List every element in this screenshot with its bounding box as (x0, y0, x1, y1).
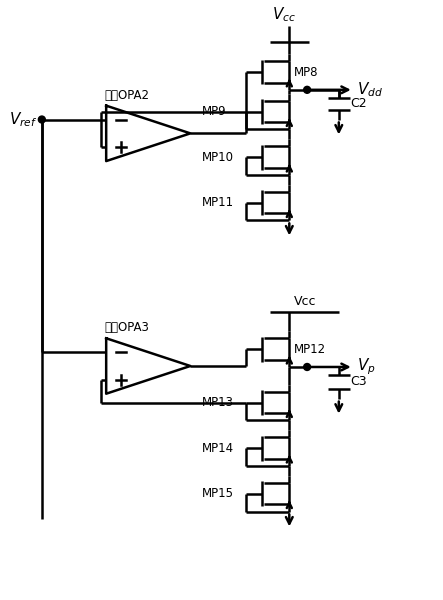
Text: MP14: MP14 (202, 442, 234, 455)
Text: 运放OPA2: 运放OPA2 (105, 89, 150, 101)
Text: C2: C2 (351, 97, 367, 110)
Text: 运放OPA3: 运放OPA3 (105, 322, 150, 334)
Text: $V_{cc}$: $V_{cc}$ (272, 6, 296, 25)
Text: MP11: MP11 (202, 196, 234, 209)
Text: MP12: MP12 (294, 343, 326, 356)
Text: Vcc: Vcc (294, 295, 317, 308)
Circle shape (303, 364, 311, 370)
Text: MP10: MP10 (202, 151, 234, 164)
Text: $V_{ref}$: $V_{ref}$ (9, 110, 38, 129)
Text: MP13: MP13 (202, 396, 234, 409)
Text: MP8: MP8 (294, 65, 319, 79)
Text: $V_{dd}$: $V_{dd}$ (357, 80, 383, 99)
Circle shape (303, 86, 311, 93)
Text: C3: C3 (351, 376, 367, 388)
Circle shape (39, 116, 45, 123)
Text: MP9: MP9 (202, 105, 227, 118)
Text: MP15: MP15 (202, 487, 234, 500)
Text: $V_{p}$: $V_{p}$ (357, 356, 375, 377)
